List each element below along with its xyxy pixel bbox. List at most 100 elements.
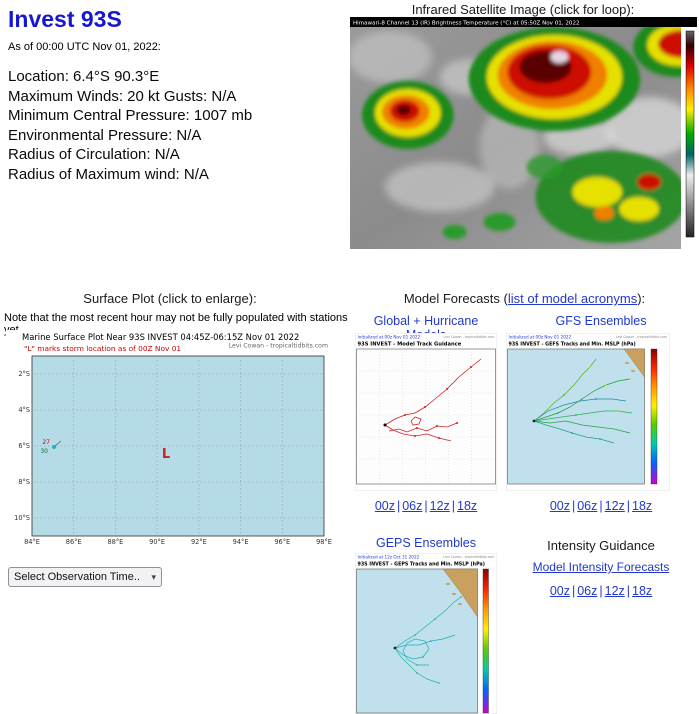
- run-link-12z[interactable]: 12z: [604, 499, 625, 513]
- lat-axis: 2°S 4°S 6°S 8°S 10°S: [14, 370, 30, 522]
- mslp-colorbar: [650, 348, 658, 485]
- link-separator: |: [396, 499, 401, 513]
- gefs-track-points: [557, 366, 631, 440]
- station-plot: 27 30: [40, 439, 62, 455]
- run-link-00z[interactable]: 00z: [374, 499, 395, 513]
- intensity-link-wrap: Model Intensity Forecasts: [516, 560, 686, 574]
- lon-tick: 84°E: [24, 538, 40, 546]
- link-separator: |: [626, 499, 631, 513]
- island: [625, 362, 629, 364]
- lat-tick: 2°S: [18, 370, 30, 378]
- surface-plot-title: Marine Surface Plot Near 93S INVEST 04:4…: [22, 332, 299, 342]
- global-models-image[interactable]: Initialized at 00z Nov 01 2022 Levi Cowa…: [355, 333, 497, 491]
- gfs-credit: Levi Cowan - tropicaltidbits.com: [616, 335, 667, 339]
- gfs-title: 93S INVEST - GEFS Tracks and Min. MSLP (…: [509, 342, 636, 348]
- surface-plot-subtitle: "L" marks storm location as of 00Z Nov 0…: [24, 344, 181, 353]
- lat-tick: 4°S: [18, 406, 30, 414]
- satellite-image[interactable]: Himawari-8 Channel 13 (IR) Brightness Te…: [350, 17, 697, 249]
- link-separator: |: [626, 584, 631, 598]
- lon-tick: 98°E: [316, 538, 332, 546]
- convection-blobs: [361, 17, 697, 243]
- detail-radius-circulation: Radius of Circulation: N/A: [8, 146, 180, 163]
- global-models-init: Initialized at 00z Nov 01 2022: [358, 335, 421, 340]
- model-track-points: [404, 366, 472, 439]
- satellite-image-title: Himawari-8 Channel 13 (IR) Brightness Te…: [353, 20, 580, 26]
- station-value-bottom: 30: [40, 448, 48, 455]
- model-acronyms-link[interactable]: list of model acronyms: [507, 291, 638, 306]
- gfs-ensembles-image[interactable]: Initialized at 00z Nov 01 2022 Levi Cowa…: [506, 333, 670, 491]
- surface-plot-image[interactable]: Marine Surface Plot Near 93S INVEST 04:4…: [6, 330, 332, 562]
- detail-radius-max-wind: Radius of Maximum wind: N/A: [8, 165, 209, 183]
- station-wind-barb: [54, 440, 62, 447]
- run-link-12z[interactable]: 12z: [604, 584, 625, 598]
- geps-tracks: [394, 596, 462, 684]
- island: [631, 370, 635, 372]
- global-models-run-links: 00z | 06z | 12z | 18z: [352, 499, 500, 513]
- global-models-title: 93S INVEST - Model Track Guidance: [358, 342, 462, 348]
- lat-tick: 8°S: [18, 478, 30, 486]
- geps-credit: Levi Cowan - tropicaltidbits.com: [443, 555, 494, 559]
- detail-min-pressure: Minimum Central Pressure: 1007 mb: [8, 107, 253, 124]
- run-link-12z[interactable]: 12z: [429, 499, 450, 513]
- global-models-credit: Levi Cowan - tropicaltidbits.com: [443, 335, 494, 339]
- satellite-title-bar: [350, 17, 697, 27]
- track-start-point: [532, 419, 536, 423]
- model-forecasts-heading-suffix: ):: [637, 291, 646, 306]
- mslp-colorbar: [482, 568, 489, 714]
- storm-info: Invest 93S As of 00:00 UTC Nov 01, 2022:…: [8, 6, 252, 184]
- observation-time-select[interactable]: Select Observation Time.. ▾: [8, 567, 162, 587]
- run-link-00z[interactable]: 00z: [549, 584, 570, 598]
- page-title: Invest 93S: [8, 6, 122, 32]
- surface-plot-grid: [32, 356, 324, 536]
- run-link-06z[interactable]: 06z: [402, 499, 423, 513]
- temperature-colorbar: [685, 30, 695, 238]
- lon-tick: 90°E: [149, 538, 165, 546]
- link-separator: |: [451, 499, 456, 513]
- geps-ensembles-image[interactable]: Initialized at 12z Oct 31 2022 Levi Cowa…: [355, 553, 497, 714]
- chevron-down-icon: ▾: [151, 571, 156, 582]
- model-forecasts-heading-prefix: Model Forecasts (: [403, 291, 508, 306]
- gfs-run-links: 00z | 06z | 12z | 18z: [516, 499, 686, 513]
- lat-tick: 10°S: [14, 514, 30, 522]
- surface-plot-heading: Surface Plot (click to enlarge):: [83, 291, 257, 306]
- model-forecasts-heading: Model Forecasts (list of model acronyms)…: [350, 291, 699, 306]
- sumatra-landmass: [623, 348, 645, 378]
- geps-map: [356, 568, 478, 714]
- run-link-18z[interactable]: 18z: [457, 499, 478, 513]
- station-marker: [52, 445, 56, 449]
- storm-location-marker: L: [162, 447, 170, 462]
- run-link-00z[interactable]: 00z: [549, 499, 570, 513]
- link-separator: |: [571, 499, 576, 513]
- link-separator: |: [599, 499, 603, 513]
- detail-env-pressure: Environmental Pressure: N/A: [8, 126, 202, 144]
- satellite-heading: Infrared Satellite Image (click for loop…: [411, 2, 635, 17]
- intensity-run-links: 00z | 06z | 12z | 18z: [516, 584, 686, 598]
- lon-tick: 88°E: [107, 538, 123, 546]
- lon-axis: 84°E 86°E 88°E 90°E 92°E 94°E 96°E 98°E: [24, 538, 332, 546]
- geps-title: 93S INVEST - GEPS Tracks and Min. MSLP (…: [358, 562, 485, 568]
- link-separator: |: [599, 584, 603, 598]
- track-start-point: [383, 423, 387, 427]
- surface-plot-credit: Levi Cowan - tropicaltidbits.com: [229, 343, 328, 350]
- lon-tick: 92°E: [191, 538, 207, 546]
- model-intensity-forecasts-link[interactable]: Model Intensity Forecasts: [532, 560, 670, 574]
- run-link-18z[interactable]: 18z: [632, 584, 653, 598]
- observation-time-label: Select Observation Time..: [14, 571, 140, 583]
- sumatra-landmass: [442, 568, 478, 618]
- run-link-18z[interactable]: 18z: [632, 499, 653, 513]
- global-models-grid: [356, 349, 496, 484]
- detail-location: Location: 6.4°S 90.3°E: [8, 68, 160, 85]
- lon-tick: 86°E: [66, 538, 82, 546]
- as-of-text: As of 00:00 UTC Nov 01, 2022:: [8, 41, 161, 53]
- storm-details: Location: 6.4°S 90.3°E Maximum Winds: 20…: [8, 67, 252, 184]
- lon-tick: 94°E: [233, 538, 249, 546]
- gfs-map: [507, 348, 645, 485]
- lat-tick: 6°S: [18, 442, 30, 450]
- island: [452, 592, 456, 596]
- run-link-06z[interactable]: 06z: [577, 499, 598, 513]
- island: [458, 602, 462, 606]
- station-value-top: 27: [42, 439, 50, 446]
- run-link-06z[interactable]: 06z: [577, 584, 598, 598]
- gfs-ensembles-heading: GFS Ensembles: [555, 314, 647, 328]
- lon-tick: 96°E: [274, 538, 290, 546]
